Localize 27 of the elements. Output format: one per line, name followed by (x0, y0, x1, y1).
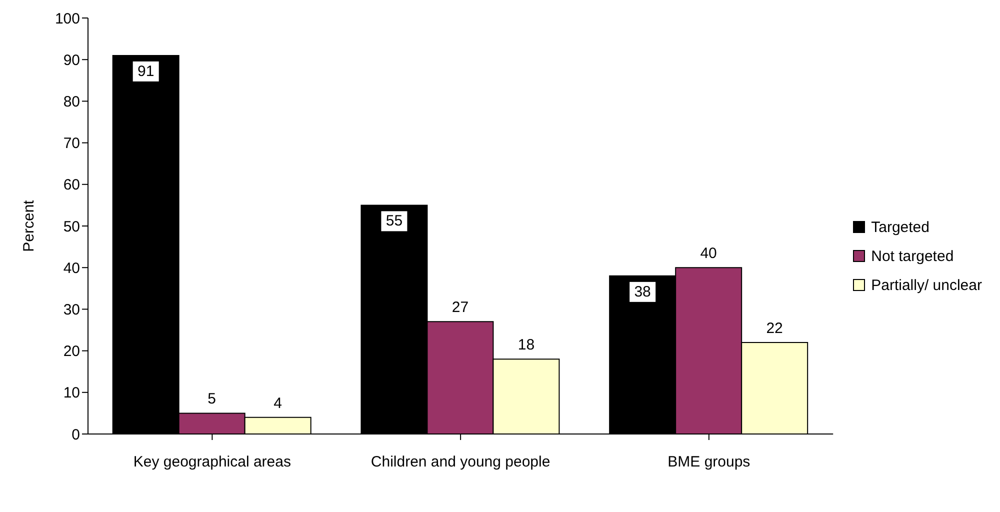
x-tick-label: Children and young people (370, 454, 550, 471)
x-tick-label: BME groups (668, 454, 750, 471)
y-tick-label: 40 (63, 260, 80, 277)
y-tick-label: 20 (63, 343, 80, 360)
y-axis-title: Percent (20, 199, 38, 252)
data-label: 91 (137, 62, 154, 80)
data-label: 38 (634, 283, 651, 300)
data-label: 27 (452, 299, 469, 316)
data-label: 55 (386, 212, 403, 230)
y-tick-label: 70 (63, 135, 80, 152)
data-label: 18 (518, 336, 535, 354)
y-tick-label: 90 (63, 52, 80, 69)
x-tick-label: Key geographical areas (133, 454, 291, 471)
legend-label: Targeted (871, 218, 930, 236)
data-label: 40 (700, 245, 717, 262)
y-tick-label: 80 (63, 94, 80, 111)
y-tick-label: 0 (72, 426, 80, 444)
y-tick-label: 60 (63, 176, 80, 194)
legend-label: Not targeted (871, 248, 954, 264)
data-label: 4 (274, 394, 282, 412)
y-tick-label: 10 (63, 384, 80, 402)
y-tick-label: 100 (54, 10, 80, 28)
data-label: 5 (208, 390, 216, 408)
legend-label: Partially/ unclear (871, 276, 982, 294)
y-tick-label: 30 (63, 302, 80, 319)
data-label: 22 (766, 320, 783, 337)
y-tick-label: 50 (63, 218, 80, 236)
